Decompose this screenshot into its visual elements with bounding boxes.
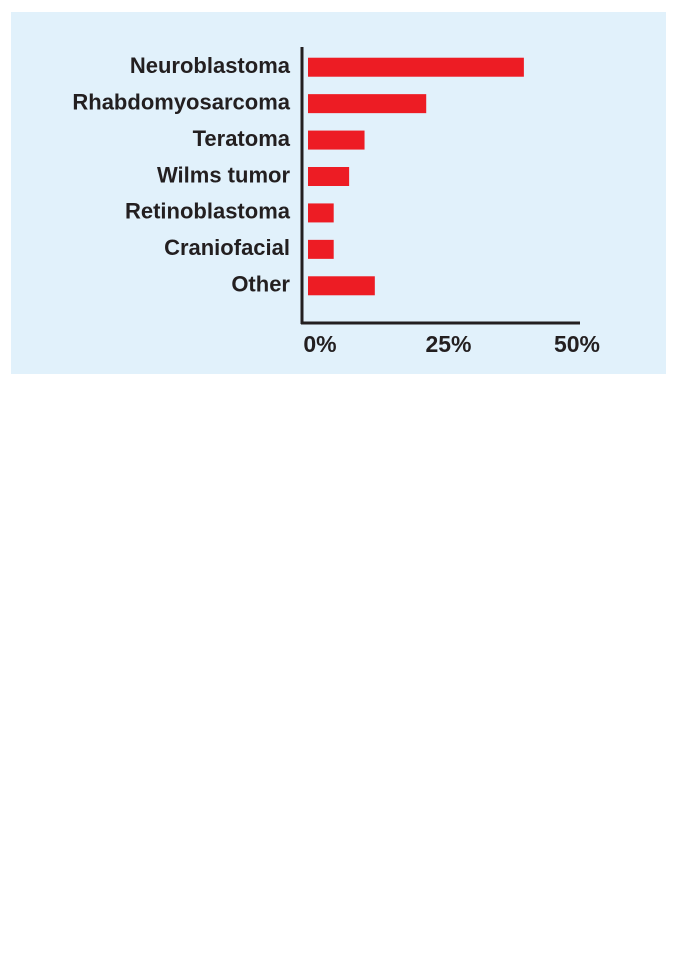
x-tick-label: 50% (554, 331, 600, 357)
y-tick-label: Craniofacial (164, 235, 290, 260)
y-tick-label: Rhabdomyosarcoma (72, 89, 290, 114)
bar (308, 130, 365, 150)
x-tick-label: 25% (425, 331, 471, 357)
bar (308, 203, 334, 223)
bar (308, 94, 427, 114)
y-tick-label: Neuroblastoma (130, 53, 291, 78)
bar (308, 239, 334, 259)
x-tick-label: 0% (303, 331, 336, 357)
y-tick-label: Teratoma (193, 126, 291, 151)
bar (308, 276, 375, 296)
bar (308, 57, 524, 77)
y-tick-label: Retinoblastoma (125, 199, 291, 224)
y-tick-label: Other (231, 272, 290, 297)
bar (308, 167, 350, 186)
y-tick-label: Wilms tumor (157, 162, 290, 187)
